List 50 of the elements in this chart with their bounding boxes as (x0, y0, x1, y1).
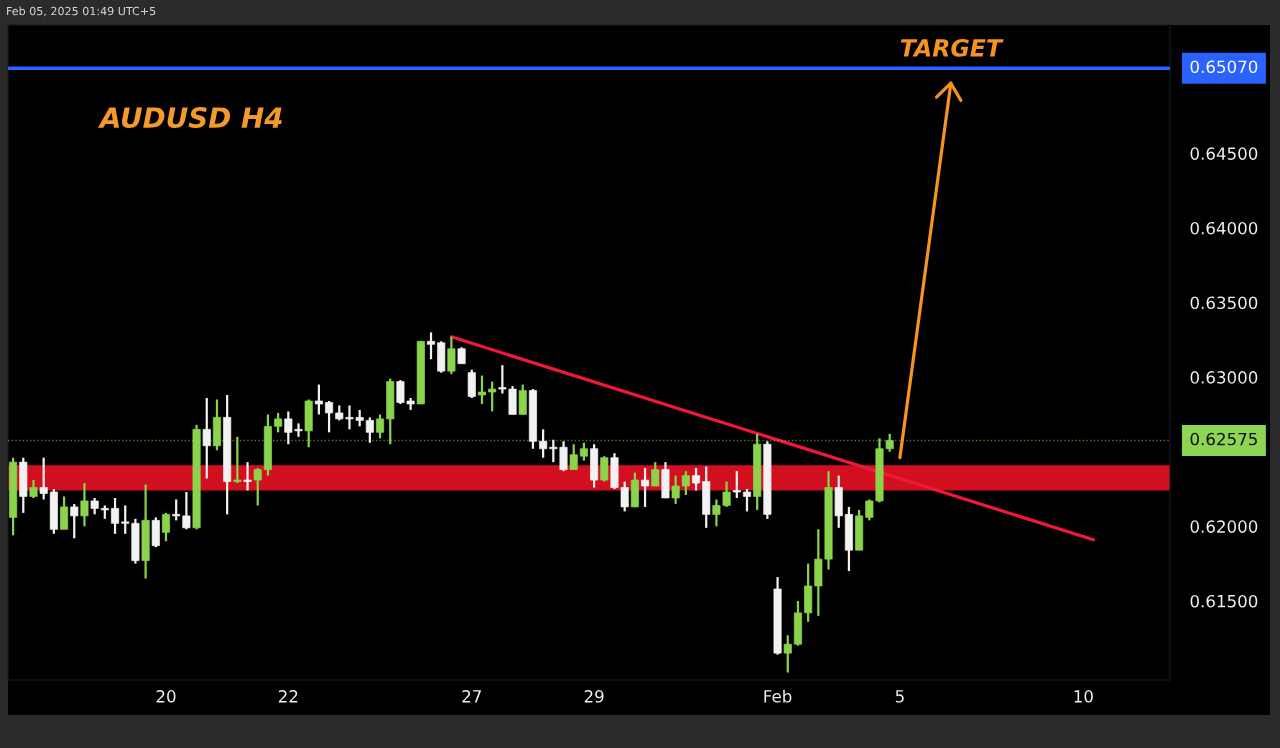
annotation: TARGET (900, 38, 1004, 57)
candlestick (467, 368, 476, 400)
text: AUDUSD H4 (97, 107, 282, 129)
candlestick (111, 496, 120, 535)
candlestick (253, 467, 262, 507)
x-tick-label: 10 (1074, 690, 1093, 703)
x-tick-label: 22 (278, 690, 298, 703)
candlestick (314, 383, 323, 416)
x-tick-label: 27 (462, 690, 481, 703)
y-tick-label: 0.62000 (1190, 520, 1258, 533)
candlestick (39, 456, 48, 501)
candlestick (70, 502, 79, 540)
candlestick (233, 435, 242, 485)
candlestick (60, 495, 69, 531)
candlestick (742, 487, 752, 513)
x-tick-label: Feb (764, 689, 792, 703)
candlestick (202, 396, 211, 480)
candlestick (671, 474, 680, 506)
y-tick-label: 0.63500 (1190, 296, 1258, 310)
text: Feb 05, 2025 01:49 UTC+5 (7, 6, 156, 17)
candlestick (80, 481, 89, 528)
x-tick-label: 29 (584, 690, 604, 703)
y-tick-label: 0.61500 (1190, 594, 1258, 608)
candlestick (161, 511, 171, 543)
candlestick (447, 335, 456, 376)
candlestick (539, 428, 548, 459)
candlestick (243, 461, 252, 492)
candlestick (365, 416, 374, 444)
ref-line-label: 0.62575 (1190, 432, 1257, 446)
y-tick-label: 0.64500 (1190, 147, 1258, 160)
x-tick-label: 5 (895, 690, 904, 703)
candlestick (477, 374, 486, 406)
y-tick-label: 0.64000 (1190, 221, 1258, 235)
candlestick (488, 380, 497, 413)
y-tick-label: 0.63000 (1190, 371, 1258, 384)
candlestick (569, 443, 578, 471)
candlestick (783, 634, 792, 674)
candlestick (641, 467, 650, 509)
candlestick (692, 467, 701, 492)
candlestick (651, 461, 660, 488)
candlestick (600, 455, 609, 483)
candlestick (325, 399, 334, 434)
x-tick-label: 20 (156, 690, 176, 703)
candlestick (376, 413, 385, 440)
candlestick (518, 383, 527, 416)
candlestick (426, 331, 436, 361)
candlestick (732, 470, 741, 500)
candlestick (681, 470, 690, 497)
candlestick (274, 411, 283, 434)
ref-line-label: 0.65070 (1190, 60, 1258, 74)
